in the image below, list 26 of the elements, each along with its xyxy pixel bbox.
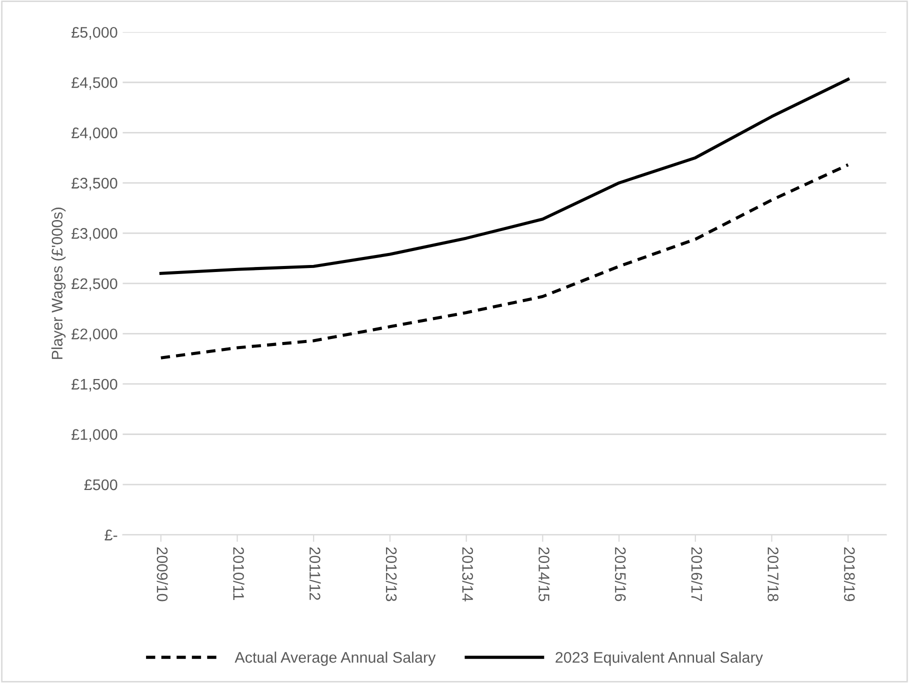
x-tick-label: 2012/13 — [386, 547, 398, 602]
y-tick-label: £3,000 — [72, 228, 118, 241]
x-tick-label: 2010/11 — [233, 547, 244, 600]
legend-label: Actual Average Annual Salary — [234, 652, 436, 666]
x-tick-label: 2011/12 — [310, 547, 321, 600]
y-axis-title: Player Wages (£'000s) — [51, 208, 66, 359]
x-tick-label: 2017/18 — [768, 547, 779, 602]
x-tick-label: 2009/10 — [156, 547, 168, 602]
y-tick-label: £3,500 — [72, 178, 118, 190]
y-tick-label: £- — [104, 530, 118, 540]
x-tick-label: 2014/15 — [538, 547, 550, 602]
y-tick-label: £2,000 — [72, 328, 118, 342]
legend-label: 2023 Equivalent Annual Salary — [556, 652, 763, 666]
y-tick-label: £1,000 — [72, 429, 118, 442]
x-tick-label: 2015/16 — [614, 547, 626, 602]
x-tick-label: 2018/19 — [844, 547, 856, 602]
x-tick-label: 2016/17 — [691, 547, 703, 602]
y-tick-label: £2,500 — [72, 278, 118, 291]
y-tick-label: £5,000 — [72, 26, 118, 40]
x-tick-label: 2013/14 — [462, 547, 474, 602]
y-tick-label: £500 — [84, 479, 118, 490]
y-tick-label: £4,500 — [72, 77, 118, 90]
y-tick-label: £1,500 — [72, 378, 118, 392]
line-series — [159, 78, 850, 275]
line-series — [159, 163, 850, 360]
y-tick-label: £4,000 — [72, 128, 118, 140]
